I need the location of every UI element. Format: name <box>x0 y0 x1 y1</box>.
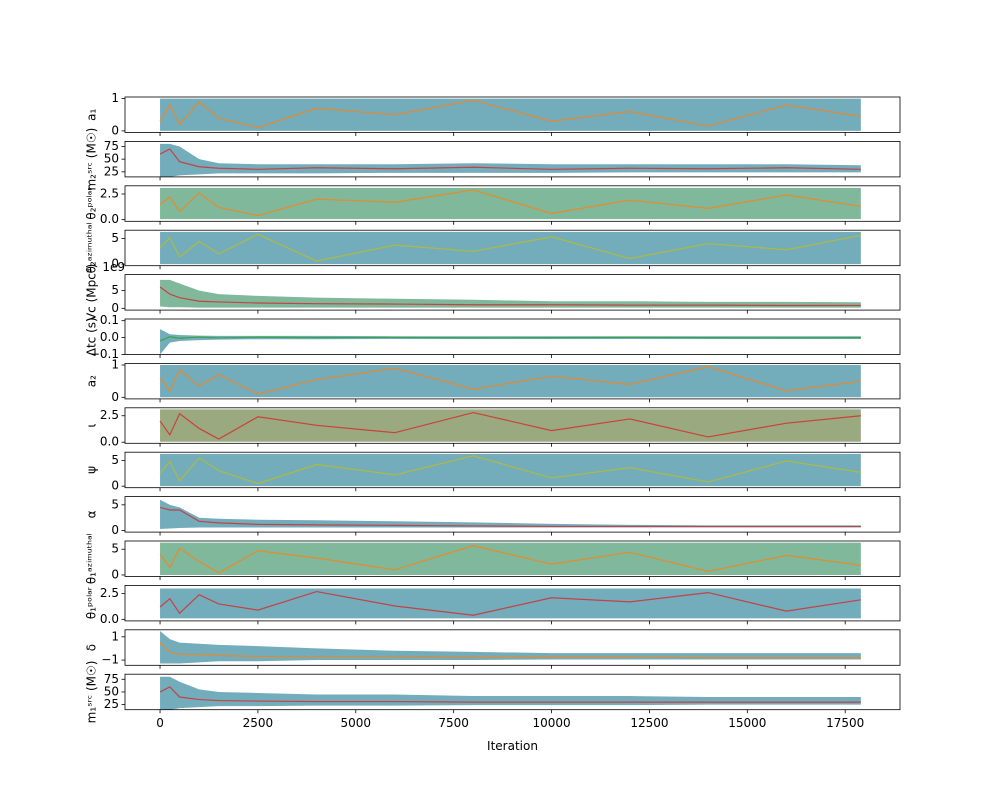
y-tick-label: 0.0 <box>100 330 119 344</box>
y-tick-label: 0 <box>111 523 119 537</box>
trace-band <box>160 499 861 530</box>
trace-band <box>160 279 861 308</box>
y-axis-label: α <box>85 510 99 518</box>
trace-band <box>160 630 861 664</box>
axes-frame <box>124 585 901 622</box>
y-tick-label: 0 <box>111 257 119 271</box>
y-tick-label: −1 <box>101 653 119 667</box>
offset-text: 1e9 <box>102 260 125 274</box>
y-axis-label: a₂ <box>85 375 99 387</box>
trace-line <box>159 286 861 307</box>
trace-band <box>160 98 861 131</box>
y-tick-label: 0 <box>111 390 119 404</box>
y-axis-label: ψ <box>85 466 99 474</box>
y-axis-label: θ₁ᵃᶻⁱᵐᵘᵗʰᵃˡ <box>85 533 99 584</box>
y-tick-label: 5 <box>111 283 119 297</box>
y-tick-label: 1 <box>111 358 119 372</box>
axes-frame <box>124 229 901 267</box>
x-tick-label: 10000 <box>532 716 570 730</box>
trace-line <box>159 233 861 262</box>
y-axis-label: θ₂ᵃᶻⁱᵐᵘᵗʰᵃˡ <box>85 223 99 274</box>
axes-frame <box>124 451 901 489</box>
x-axis-label: Iteration <box>487 739 538 753</box>
trace-line <box>159 642 861 659</box>
axes-frame <box>124 362 901 400</box>
y-tick-label: 1 <box>111 91 119 105</box>
trace-band <box>160 365 861 398</box>
y-tick-label: 5 <box>111 453 119 467</box>
y-tick-label: 2.5 <box>100 187 119 201</box>
x-tick-label: 5000 <box>341 716 372 730</box>
trace-line <box>159 148 861 170</box>
trace-band <box>160 409 861 442</box>
axes-frame <box>124 496 901 533</box>
y-tick-label: 0 <box>111 479 119 493</box>
axes-frame <box>124 185 901 222</box>
y-tick-label: 2.5 <box>100 408 119 422</box>
trace-line <box>159 506 861 528</box>
y-tick-label: 50 <box>104 152 119 166</box>
y-axis-label: δ <box>85 644 99 651</box>
x-tick-label: 7500 <box>438 716 469 730</box>
y-axis-label: a₁ <box>85 108 99 120</box>
x-tick-label: 12500 <box>630 716 668 730</box>
y-tick-label: 5 <box>111 231 119 245</box>
y-tick-label: 0.1 <box>100 313 119 327</box>
trace-band <box>160 231 861 265</box>
trace-line <box>159 455 861 485</box>
y-tick-label: 0 <box>111 123 119 137</box>
y-axis-label: m₁ˢʳᶜ (M☉) <box>85 661 99 724</box>
y-tick-label: 0 <box>111 301 119 315</box>
trace-band <box>160 187 861 220</box>
y-tick-label: 25 <box>104 164 119 178</box>
trace-line <box>159 189 861 217</box>
trace-band <box>160 588 861 619</box>
trace-line <box>159 545 861 574</box>
y-tick-label: 25 <box>104 697 119 711</box>
axes-frame <box>124 274 901 311</box>
x-tick-label: 2500 <box>243 716 274 730</box>
y-tick-label: 75 <box>104 139 119 153</box>
trace-line <box>159 590 861 616</box>
axes-frame <box>124 540 901 577</box>
y-tick-label: 5 <box>111 542 119 556</box>
y-axis-label: θ₁ᵖᵒˡᵃʳ <box>85 586 99 619</box>
y-tick-label: 1 <box>111 629 119 643</box>
trace-line <box>159 336 861 342</box>
y-axis-label: m₂ˢʳᶜ (M☉) <box>85 128 99 191</box>
y-axis-label: Δtc (s) <box>85 317 99 356</box>
y-axis-label: Vc (Mpc³) <box>85 264 99 321</box>
axes-frame <box>124 407 901 444</box>
x-tick-label: 17500 <box>826 716 864 730</box>
axes-frame <box>124 96 901 133</box>
y-tick-label: 2.5 <box>100 586 119 600</box>
x-tick-label: 0 <box>156 716 164 730</box>
y-tick-label: −0.1 <box>90 347 119 361</box>
trace-line <box>159 686 861 703</box>
x-tick-label: 15000 <box>728 716 766 730</box>
y-tick-label: 75 <box>104 672 119 686</box>
y-tick-label: 0 <box>111 567 119 581</box>
y-tick-label: 0.0 <box>100 612 119 626</box>
trace-band <box>160 542 861 575</box>
axes-frame <box>124 673 901 711</box>
y-axis-label: ι <box>85 424 99 428</box>
y-tick-label: 5 <box>111 497 119 511</box>
trace-line <box>159 366 861 395</box>
trace-line <box>159 411 861 440</box>
y-tick-label: 0.0 <box>100 435 119 449</box>
axes-frame <box>124 629 901 666</box>
trace-line <box>159 99 861 129</box>
y-tick-label: 0.0 <box>100 212 119 226</box>
axes-frame <box>124 318 901 355</box>
axes-frame <box>124 140 901 178</box>
y-axis-label: θ₂ᵖᵒˡᵃʳ <box>85 187 99 220</box>
y-tick-label: 50 <box>104 684 119 698</box>
